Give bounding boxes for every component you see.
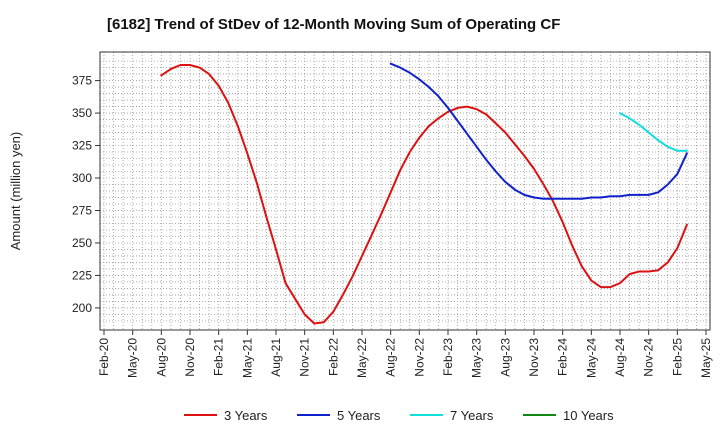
- grid: [100, 52, 710, 330]
- y-tick-label: 300: [72, 171, 92, 185]
- x-tick-label: May-24: [584, 338, 598, 378]
- x-tick-label: Nov-20: [183, 338, 197, 377]
- x-tick-label: Aug-21: [269, 338, 283, 377]
- plot-frame: [99, 51, 711, 331]
- series-line-3-years: [160, 64, 688, 325]
- legend-label-3-years: 3 Years: [224, 408, 268, 423]
- x-tick-label: Aug-23: [498, 338, 512, 377]
- x-tick-label: May-20: [126, 338, 140, 378]
- x-tick-label: Nov-22: [412, 338, 426, 377]
- x-tick-label: Aug-24: [613, 338, 627, 377]
- x-tick-label: Aug-20: [154, 338, 168, 377]
- x-tick-label: Feb-20: [97, 338, 111, 376]
- y-tick-label: 250: [72, 236, 92, 250]
- x-tick-label: May-22: [355, 338, 369, 378]
- x-tick-label: Nov-23: [527, 338, 541, 377]
- y-tick-label: 325: [72, 139, 92, 153]
- y-tick-label: 200: [72, 301, 92, 315]
- y-axis: 200 225 250 275 300 325 350 375: [72, 74, 100, 315]
- x-axis: Feb-20 May-20 Aug-20 Nov-20 Feb-21 May-21 Aug-…: [97, 330, 713, 378]
- y-tick-label: 375: [72, 74, 92, 88]
- series: [160, 62, 688, 325]
- x-tick-label: Nov-24: [642, 338, 656, 377]
- x-tick-label: May-23: [470, 338, 484, 378]
- y-tick-label: 275: [72, 203, 92, 217]
- y-axis-label: Amount (million yen): [8, 132, 23, 251]
- x-tick-label: Feb-23: [441, 338, 455, 376]
- series-line-7-years: [619, 112, 688, 152]
- x-tick-label: Feb-22: [326, 338, 340, 376]
- y-tick-label: 350: [72, 106, 92, 120]
- legend-label-10-years: 10 Years: [563, 408, 614, 423]
- x-tick-label: Feb-24: [556, 338, 570, 376]
- x-tick-label: Nov-21: [298, 338, 312, 377]
- legend-label-7-years: 7 Years: [450, 408, 494, 423]
- legend-label-5-years: 5 Years: [337, 408, 381, 423]
- x-tick-label: Feb-25: [670, 338, 684, 376]
- x-tick-label: May-21: [240, 338, 254, 378]
- x-tick-label: Aug-22: [384, 338, 398, 377]
- y-tick-label: 225: [72, 268, 92, 282]
- x-tick-label: Feb-21: [212, 338, 226, 376]
- series-line-5-years: [389, 62, 688, 200]
- chart-title: [6182] Trend of StDev of 12-Month Moving…: [107, 16, 560, 33]
- x-tick-label: May-25: [699, 338, 713, 378]
- legend: 3 Years 5 Years 7 Years 10 Years: [184, 408, 614, 423]
